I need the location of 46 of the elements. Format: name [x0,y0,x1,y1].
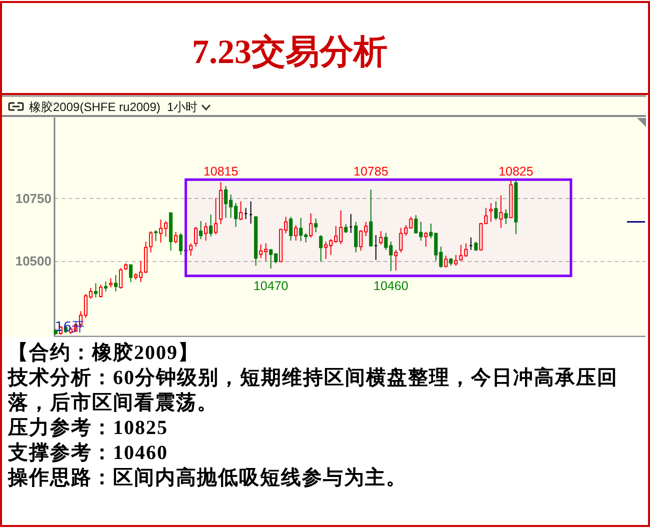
candlestick [379,230,383,245]
text: 【合约：橡胶2009】 [8,341,200,366]
y-tick-label: 10500 [15,253,52,268]
candlestick [199,220,203,240]
candlestick [474,241,478,252]
annotation: 10470 [253,278,288,293]
candlestick [194,226,198,248]
candlestick [189,242,193,256]
candlestick [294,224,298,242]
candlestick [118,268,123,290]
annotation: 10825 [498,164,534,179]
candlestick [209,214,213,238]
text: 压力参考：10825 [8,416,169,441]
candlestick [154,230,158,242]
annotation: 10815 [203,164,238,179]
text: 技术分析：60分钟级别，短期维持区间横盘整理，今日冲高承压回落，后市区间看震荡。 [8,366,619,416]
candlestick [489,202,493,222]
candlestick [98,284,103,298]
candlestick [394,249,398,271]
candlestick [499,194,503,228]
candlestick [239,200,243,221]
candlestick [309,212,313,238]
candlestick [174,231,178,244]
text: 支撑参考：10460 [8,441,169,466]
annotation: 10785 [354,164,388,179]
candlestick [354,221,358,253]
candlestick [289,216,293,242]
text: 操作思路：区间内高抛低吸短线参与为主。 [8,466,408,491]
candlestick [114,274,118,292]
candlestick [314,218,318,233]
annotation: 10460 [374,278,408,293]
candlestick [128,264,133,283]
candlestick [94,282,98,298]
candlestick [424,231,428,248]
chart-title: 7.23交易分析 [192,33,388,73]
chart-subtitle: 橡胶2009(SHFE ru2009) 1小时 [29,99,198,115]
candlestick [504,208,508,225]
candlestick [444,255,448,268]
candlestick [148,230,153,253]
candlestick [494,200,498,221]
candlestick [108,278,113,288]
candlestick [214,198,218,235]
candlestick [104,280,108,292]
y-tick-label: 10750 [15,190,52,206]
candlestick [204,222,208,242]
candlestick [319,234,323,262]
